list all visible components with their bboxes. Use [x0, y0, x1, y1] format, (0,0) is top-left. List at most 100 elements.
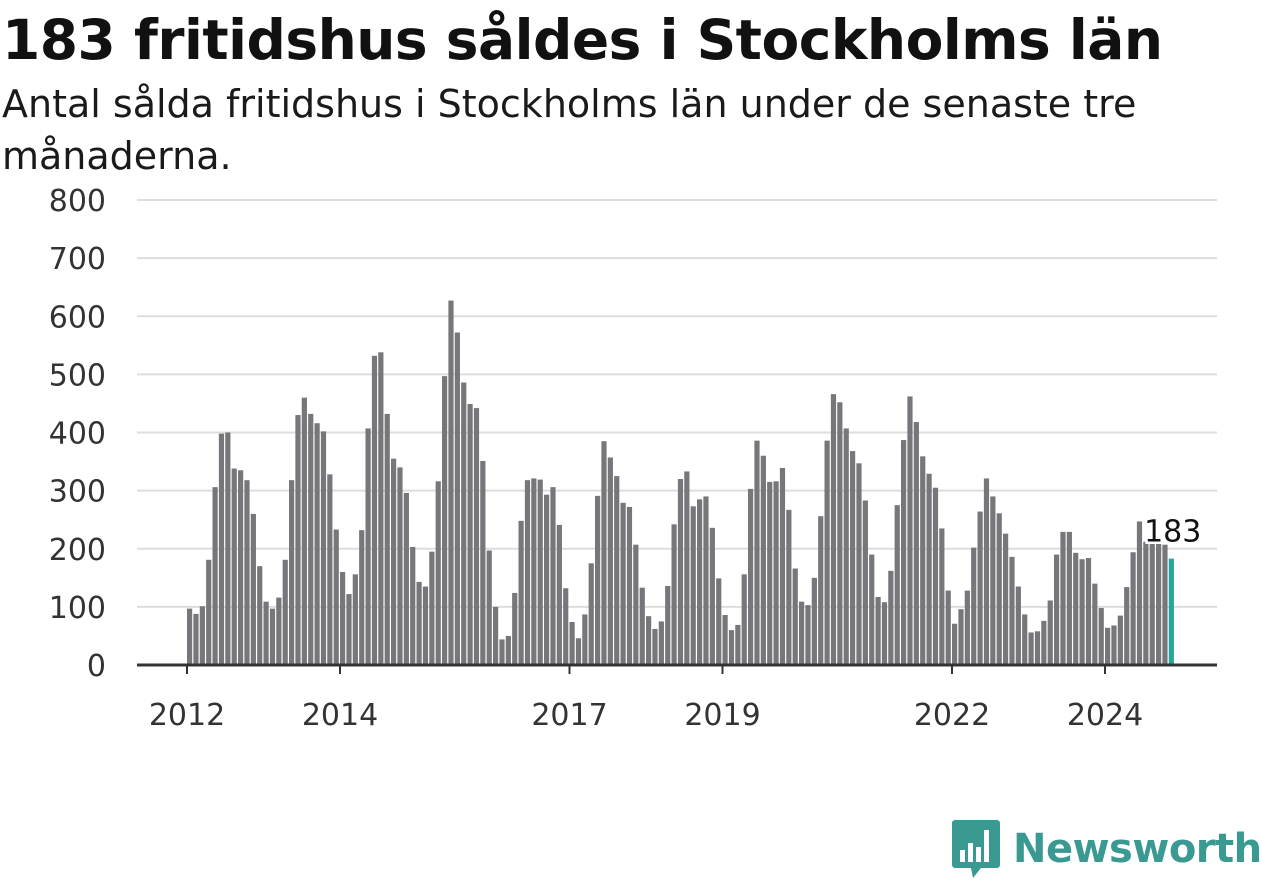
bar [703, 496, 709, 665]
bar [365, 428, 371, 665]
bar [218, 433, 225, 665]
bar [1130, 552, 1136, 665]
bar [1105, 627, 1111, 665]
bar [454, 332, 460, 665]
bar [289, 480, 295, 665]
bar [187, 608, 193, 665]
x-tick-label-2022: 2022 [914, 698, 990, 733]
x-tick-label-2017: 2017 [531, 698, 607, 733]
bar [862, 500, 868, 665]
bar [1015, 586, 1021, 665]
bar [1149, 543, 1155, 665]
bar [493, 606, 499, 666]
bar [792, 568, 798, 665]
bar [690, 506, 696, 665]
x-tick-label-2024: 2024 [1067, 698, 1143, 733]
bar [626, 506, 633, 665]
bar [1009, 556, 1015, 665]
bar [314, 423, 320, 665]
bar [824, 440, 830, 665]
bar [856, 463, 862, 665]
bar [939, 528, 945, 665]
bar [1060, 531, 1066, 665]
bar [850, 451, 856, 665]
bar [1022, 614, 1028, 665]
bar [391, 458, 397, 665]
bar [748, 488, 754, 665]
bar [709, 527, 715, 665]
bar [913, 422, 919, 665]
bar [728, 630, 735, 666]
bar [1085, 558, 1092, 665]
bar [830, 394, 837, 665]
bar [633, 544, 639, 665]
bar [524, 480, 531, 665]
bar [837, 402, 843, 665]
y-tick-label-600: 600 [49, 300, 106, 335]
bar-chart: 0 100 200 300 400 500 600 700 800 2012 2014 2017 201… [49, 184, 1217, 733]
y-tick-label-300: 300 [49, 475, 106, 510]
y-tick-label-500: 500 [49, 358, 106, 393]
bar [614, 476, 620, 665]
bar [843, 428, 849, 665]
bar [1073, 552, 1079, 665]
bar [888, 570, 894, 665]
bar [346, 594, 352, 665]
bar [250, 513, 256, 666]
bar [403, 492, 409, 665]
bar [263, 601, 269, 665]
bar [212, 487, 218, 665]
bar [333, 529, 339, 665]
bar [225, 432, 231, 665]
bar [308, 413, 314, 665]
bar [722, 615, 728, 665]
bar [958, 609, 964, 665]
bar [582, 614, 588, 665]
bar [301, 397, 307, 666]
bar [716, 578, 722, 665]
bar [1047, 600, 1053, 665]
bar [1054, 554, 1060, 665]
bar [269, 608, 276, 665]
bar [920, 456, 926, 665]
chart-subtitle: Antal sålda fritidshus i Stockholms län … [2, 82, 1137, 178]
bar [811, 577, 817, 665]
bar [410, 547, 416, 665]
bar [894, 505, 900, 665]
bar [1034, 631, 1041, 665]
bar [607, 457, 613, 665]
bar [665, 585, 671, 665]
bar [805, 605, 811, 665]
bar [658, 621, 664, 665]
bar [378, 352, 384, 665]
bar [359, 530, 365, 665]
bar [537, 479, 543, 665]
bar [881, 602, 888, 665]
bar [206, 559, 212, 665]
bar [1066, 531, 1072, 665]
bar [964, 590, 970, 665]
bars [187, 300, 1174, 666]
bar [671, 524, 677, 665]
bar [779, 467, 786, 665]
bar [996, 513, 1002, 665]
bar [875, 596, 881, 665]
bar [473, 408, 480, 665]
bar [480, 460, 486, 665]
bar [340, 572, 346, 665]
bar [486, 550, 492, 665]
bar [384, 413, 390, 665]
y-tick-label-700: 700 [49, 242, 106, 277]
bar [741, 574, 747, 665]
bar [786, 509, 792, 665]
bar [448, 300, 454, 665]
bar [238, 470, 244, 665]
bar [422, 586, 429, 665]
bar [652, 628, 658, 665]
bar [952, 623, 958, 665]
bar [620, 502, 626, 665]
bar [990, 496, 996, 665]
y-tick-label-200: 200 [49, 533, 106, 568]
bar-latest [1168, 558, 1174, 665]
bar [429, 551, 435, 665]
